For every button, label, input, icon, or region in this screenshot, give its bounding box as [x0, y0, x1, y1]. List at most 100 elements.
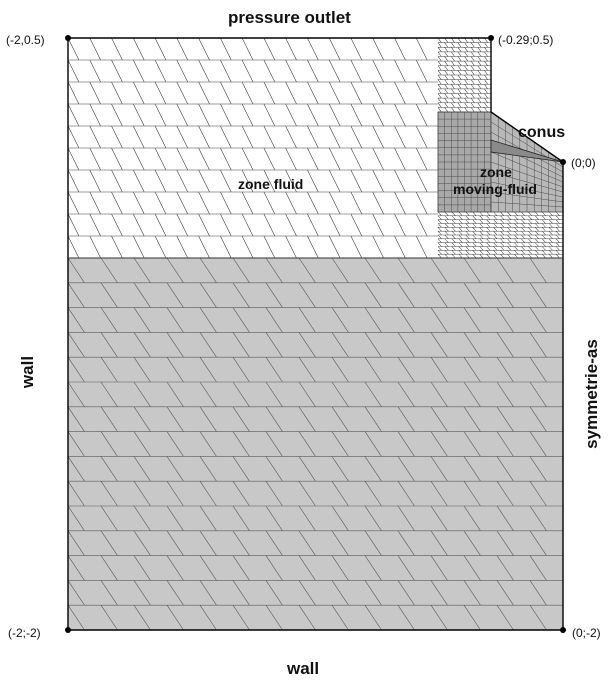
mesh-edges	[67, 580, 563, 606]
conus-shape	[490, 139, 564, 163]
mesh-edges	[437, 84, 491, 90]
mesh-row	[437, 37, 491, 43]
mesh-edges	[437, 231, 563, 236]
bottom-boundary-label: wall	[287, 659, 320, 678]
mesh-row	[437, 211, 563, 217]
corner-dot-cone-tip	[560, 159, 566, 165]
mesh-edges	[437, 70, 491, 76]
zone-fluid-label: zone fluid	[238, 176, 304, 192]
corner-dot-top-right	[488, 35, 494, 41]
mesh-row	[67, 332, 563, 358]
mesh-edges	[67, 307, 563, 333]
mesh-edges	[437, 93, 491, 99]
mesh-row	[67, 169, 438, 193]
mesh-edges	[67, 191, 438, 215]
moving-fluid-zone	[437, 111, 564, 213]
mesh-edges	[437, 97, 491, 104]
mesh-row	[67, 191, 438, 215]
mesh-row	[437, 254, 563, 259]
mesh-row	[67, 282, 563, 308]
mesh-edges	[67, 431, 563, 457]
mesh-edges	[437, 74, 491, 80]
mesh-edges	[437, 65, 491, 71]
mesh-row	[67, 456, 563, 482]
mesh-edges	[437, 88, 491, 94]
mesh-edges	[67, 406, 563, 432]
mesh-row	[67, 235, 438, 259]
mesh-row	[67, 147, 438, 171]
mesh-edges	[437, 56, 491, 62]
mesh-row	[67, 257, 563, 284]
mesh-row	[437, 242, 563, 247]
mesh-row	[437, 234, 563, 240]
lower-fluid-region	[68, 258, 563, 630]
mesh-row	[437, 42, 491, 48]
corner-bottom-right-label: (0;-2)	[572, 626, 601, 640]
mesh-edges	[437, 102, 491, 108]
corner-top-left-label: (-2,0.5)	[6, 33, 45, 47]
mesh-row	[67, 37, 438, 61]
mesh-edges	[67, 169, 438, 193]
mesh-row	[67, 505, 563, 532]
mesh-edges	[67, 213, 438, 237]
mesh-row	[437, 246, 563, 251]
mesh-edges	[437, 238, 563, 243]
mesh-row	[67, 481, 563, 507]
mesh-row	[67, 125, 438, 149]
mesh-edges	[67, 332, 563, 358]
mesh-row	[437, 65, 491, 71]
mesh-edges	[437, 60, 491, 67]
mesh-edges	[67, 125, 438, 149]
mesh-row	[67, 59, 438, 83]
mesh-edges	[437, 246, 563, 251]
mesh-row	[67, 213, 438, 237]
mesh-row	[437, 107, 491, 113]
mesh-edges	[67, 59, 438, 83]
mesh-edges	[437, 223, 563, 228]
mesh-edges	[67, 555, 563, 581]
mesh-edges	[437, 250, 563, 255]
mesh-row	[437, 56, 491, 62]
mesh-edges	[67, 481, 563, 507]
mesh-row	[437, 215, 563, 220]
cone-tip-label: (0;0)	[571, 156, 596, 170]
mesh-edges	[437, 37, 491, 43]
left-boundary-label: wall	[18, 355, 38, 389]
top-boundary-label: pressure outlet	[228, 8, 351, 27]
mesh-row	[67, 381, 563, 408]
mesh-row	[67, 103, 438, 127]
mesh-row	[437, 102, 491, 108]
mesh-row	[67, 406, 563, 432]
mesh-edges	[67, 530, 563, 556]
mesh-edges	[67, 605, 563, 631]
mesh-row	[437, 74, 491, 80]
corner-bottom-left-label: (-2;-2)	[8, 626, 41, 640]
mesh-edges	[437, 211, 563, 217]
mesh-edges	[67, 235, 438, 259]
mesh-row	[437, 60, 491, 67]
mesh-edges	[437, 234, 563, 240]
lower-region-fill	[68, 258, 563, 630]
mesh-edges	[67, 37, 438, 61]
corner-top-right-label: (-0.29;0.5)	[498, 33, 554, 47]
mesh-row	[437, 223, 563, 228]
mesh-edges	[67, 505, 563, 532]
mesh-edges	[437, 242, 563, 247]
mesh-edges	[437, 79, 491, 85]
mesh-row	[437, 231, 563, 236]
mesh-edges	[437, 215, 563, 220]
zone-moving-fluid-label-line1: zone	[480, 164, 512, 180]
mesh-row	[67, 555, 563, 581]
corner-points	[65, 35, 566, 633]
mesh-edges	[67, 257, 563, 284]
mesh-row	[67, 357, 563, 383]
mesh-row	[437, 238, 563, 243]
mesh-row	[67, 81, 438, 105]
mesh-edges	[437, 47, 491, 53]
corner-dot-bottom-right	[560, 627, 566, 633]
mesh-row	[437, 250, 563, 255]
mesh-row	[67, 580, 563, 606]
mesh-edges	[67, 456, 563, 482]
mesh-row	[67, 530, 563, 556]
mesh-row	[437, 84, 491, 90]
